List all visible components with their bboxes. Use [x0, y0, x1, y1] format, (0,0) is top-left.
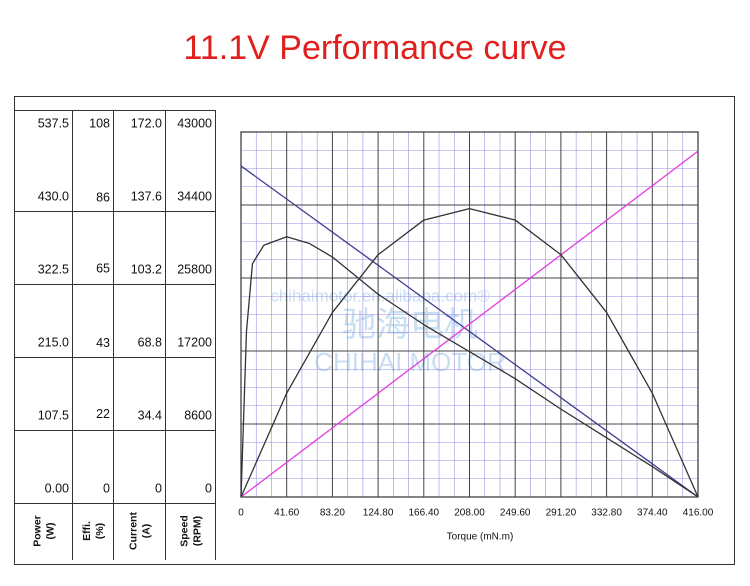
axis-label-line: Power: [31, 515, 43, 547]
frame: [14, 96, 735, 565]
watermark: CHIHAI MOTOR: [314, 347, 506, 377]
y-tick-label: 537.5: [38, 116, 69, 130]
plot-frame: [240, 131, 699, 498]
x-tick-label: 166.40: [409, 508, 440, 519]
data-line: [240, 150, 699, 498]
x-tick-label: 208.00: [454, 508, 485, 519]
x-tick-label: 83.20: [320, 508, 345, 519]
y-tick-label: 215.0: [38, 335, 69, 349]
chart-title: 11.1V Performance curve: [184, 29, 567, 67]
x-tick-label: 41.60: [274, 508, 299, 519]
y-tick-label: 25800: [177, 262, 212, 276]
y-tick-label: 0: [205, 481, 212, 495]
y-tick-label: 34400: [177, 189, 212, 203]
watermark: 驰海电机: [342, 306, 478, 344]
y-tick-label: 86: [96, 191, 110, 205]
axis-label: Effi. (%): [81, 521, 106, 541]
axis-label-line: (%): [94, 523, 106, 539]
y-tick-label: 430.0: [38, 189, 69, 203]
axis-label: Power (W): [31, 515, 56, 547]
axis-label-line: Current: [127, 512, 139, 550]
y-tick-label: 103.2: [131, 262, 162, 276]
x-tick-label: 124.80: [363, 508, 394, 519]
x-tick-label: 374.40: [637, 508, 668, 519]
y-tick-label: 108: [89, 116, 110, 130]
y-tick-label: 17200: [177, 335, 212, 349]
x-tick-label: 249.60: [500, 508, 531, 519]
axis-label: Current (A): [127, 512, 152, 550]
axis-label-line: (RPM): [191, 516, 203, 546]
data-line: [240, 236, 699, 498]
axis-label-line: (W): [44, 523, 56, 540]
x-tick-label: 416.00: [683, 508, 714, 519]
y-tick-label: 43: [96, 336, 110, 350]
data-line: [240, 165, 699, 498]
y-tick-label: 43000: [177, 116, 212, 130]
x-tick-label: 291.20: [546, 508, 577, 519]
y-tick-label: 107.5: [38, 408, 69, 422]
y-tick-label: 8600: [184, 408, 212, 422]
axis-label-line: Effi.: [81, 521, 93, 541]
y-tick-label: 68.8: [138, 335, 162, 349]
y-tick-label: 172.0: [131, 116, 162, 130]
y-tick-label: 65: [96, 262, 110, 276]
axis-label-line: Speed: [178, 515, 190, 547]
y-tick-label: 34.4: [138, 408, 162, 422]
y-tick-label: 0.00: [45, 481, 69, 495]
axis-label-line: (A): [140, 524, 152, 539]
axis-label: Speed (RPM): [178, 515, 203, 547]
x-tick-label: 332.80: [591, 508, 622, 519]
y-tick-label: 322.5: [38, 262, 69, 276]
y-tick-label: 0: [155, 481, 162, 495]
x-axis-label: Torque (mN.m): [447, 532, 514, 543]
y-tick-label: 137.6: [131, 189, 162, 203]
y-tick-label: 22: [96, 407, 110, 421]
x-tick-label: 0: [238, 508, 244, 519]
y-tick-label: 0: [103, 481, 110, 495]
data-line: [240, 207, 699, 498]
